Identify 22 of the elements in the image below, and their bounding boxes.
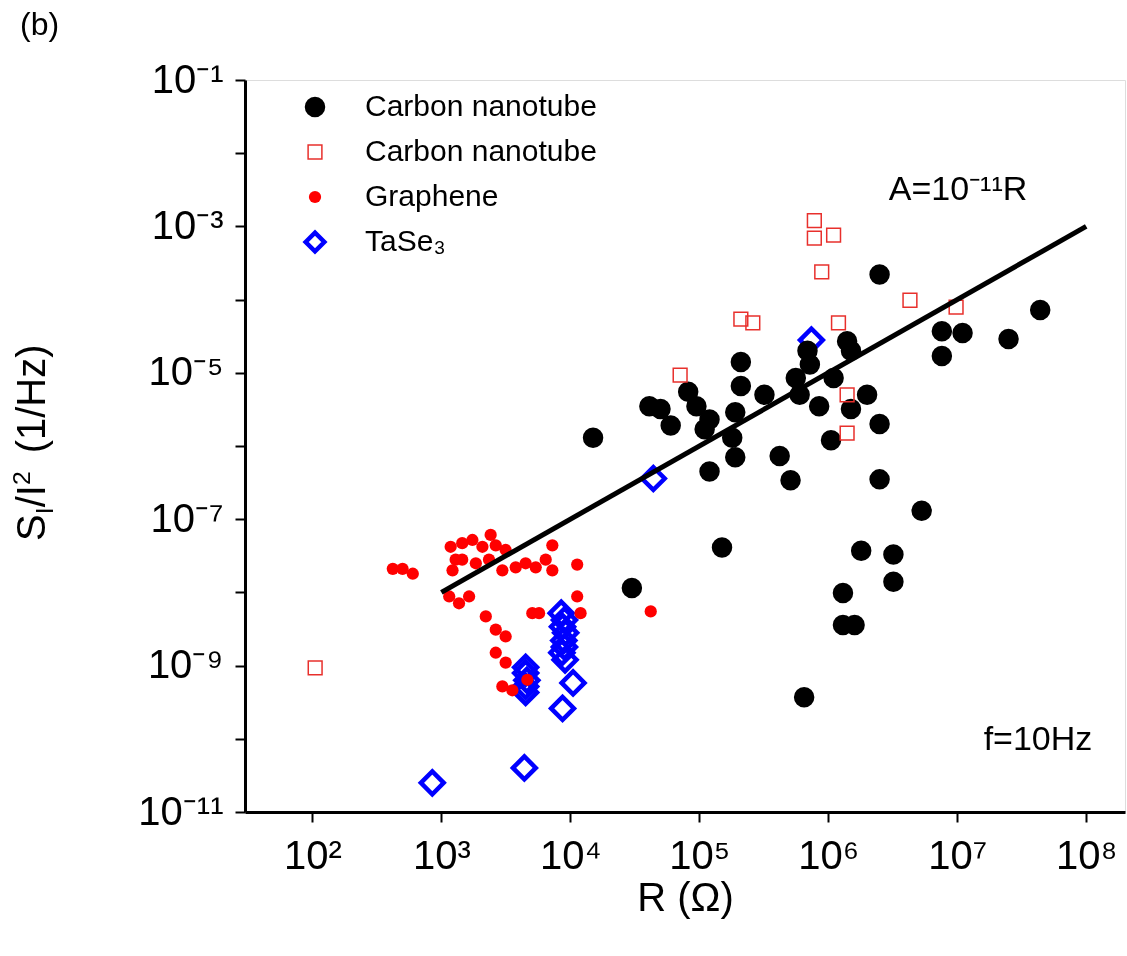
x-tick-label: 10³ [412, 832, 471, 877]
x-tick-label: 10⁵ [669, 832, 731, 877]
annotation: A=10⁻¹¹R [888, 169, 1028, 207]
x-tick-label: 10⁶ [798, 832, 860, 877]
y-tick-label: 10⁻¹ [151, 56, 224, 101]
x-tick-label: 10⁴ [540, 832, 602, 877]
x-tick-label: 10⁸ [1055, 832, 1118, 877]
y-tick-label: 10⁻⁵ [148, 349, 224, 394]
y-tick-label: 10⁻¹¹ [138, 788, 224, 833]
x-axis-title: R (Ω) [637, 874, 734, 919]
y-tick-label: 10⁻³ [151, 202, 224, 247]
annotation: f=10Hz [983, 719, 1093, 757]
chart-title: (b) [20, 6, 60, 42]
legend-label: Graphene [365, 179, 499, 212]
legend-label: Carbon nanotube [365, 89, 597, 122]
legend-label: Carbon nanotube [365, 134, 597, 167]
x-tick-label: 10⁷ [928, 832, 988, 877]
legend-label: TaSe₃ [365, 224, 446, 257]
x-tick-label: 10² [284, 832, 342, 877]
y-tick-label: 10⁻⁹ [147, 642, 224, 687]
y-axis-title: SI/I2 (1/Hz) [7, 344, 58, 541]
y-tick-label: 10⁻⁷ [150, 495, 224, 540]
